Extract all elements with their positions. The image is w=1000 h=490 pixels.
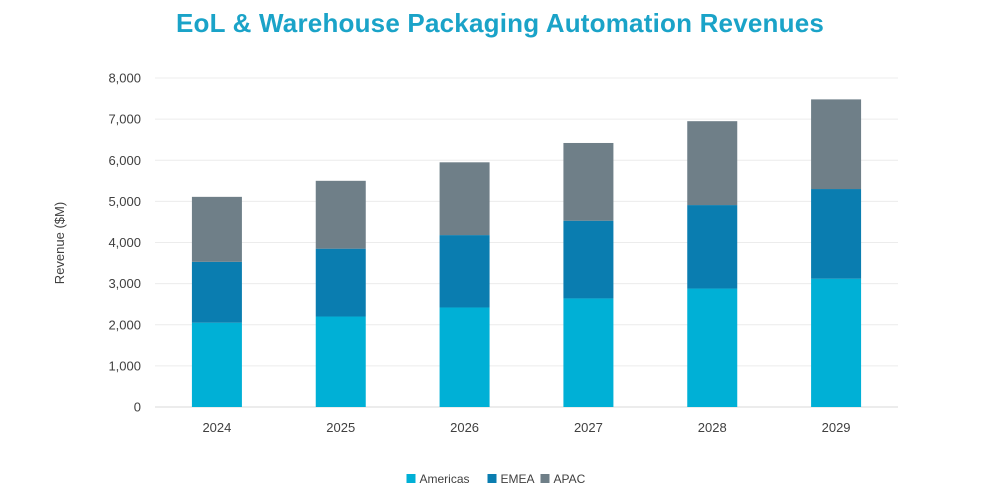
gridlines [155, 77, 898, 408]
bar-apac-2027 [563, 142, 614, 221]
y-tick-label: 7,000 [108, 112, 141, 127]
y-tick-label: 6,000 [108, 153, 141, 168]
x-tick-label: 2025 [326, 420, 355, 435]
bar-apac-2026 [439, 162, 490, 236]
bar-americas-2025 [315, 316, 366, 407]
y-tick-label: 8,000 [108, 71, 141, 86]
bar-apac-2025 [315, 180, 366, 249]
x-tick-label: 2029 [822, 420, 851, 435]
y-tick-label: 3,000 [108, 276, 141, 291]
bar-apac-2029 [811, 99, 862, 190]
bar-emea-2029 [811, 189, 862, 279]
bar-emea-2028 [687, 205, 738, 289]
x-tick-label: 2026 [450, 420, 479, 435]
y-tick-label: 1,000 [108, 358, 141, 373]
x-tick-label: 2024 [202, 420, 231, 435]
legend-label-apac: APAC [554, 472, 586, 486]
legend-swatch-emea [487, 474, 497, 483]
y-tick-label: 2,000 [108, 317, 141, 332]
bar-emea-2024 [191, 261, 242, 323]
legend-label-emea: EMEA [501, 472, 535, 486]
legend: Americas EMEA APAC [406, 472, 586, 486]
bar-americas-2026 [439, 307, 490, 407]
x-axis-ticks: 2024 2025 2026 2027 2028 2029 [202, 420, 850, 435]
bars [191, 99, 862, 407]
bar-americas-2027 [563, 298, 614, 407]
y-tick-label: 0 [134, 400, 141, 415]
x-tick-label: 2027 [574, 420, 603, 435]
bar-emea-2027 [563, 220, 614, 299]
bar-americas-2024 [191, 322, 242, 407]
y-tick-label: 4,000 [108, 235, 141, 250]
legend-label-americas: Americas [420, 472, 470, 486]
y-axis-title: Revenue ($M) [52, 202, 67, 284]
bar-apac-2024 [191, 196, 242, 262]
legend-swatch-apac [540, 474, 550, 483]
chart-title: EoL & Warehouse Packaging Automation Rev… [175, 8, 825, 38]
y-axis-ticks: 0 1,000 2,000 3,000 4,000 5,000 6,000 7,000 8,00… [108, 71, 141, 415]
x-tick-label: 2028 [698, 420, 727, 435]
legend-swatch-americas [406, 474, 416, 483]
bar-emea-2025 [315, 248, 366, 317]
bar-americas-2029 [811, 278, 862, 407]
bar-emea-2026 [439, 235, 490, 308]
bar-apac-2028 [687, 121, 738, 206]
bar-americas-2028 [687, 288, 738, 407]
y-tick-label: 5,000 [108, 194, 141, 209]
